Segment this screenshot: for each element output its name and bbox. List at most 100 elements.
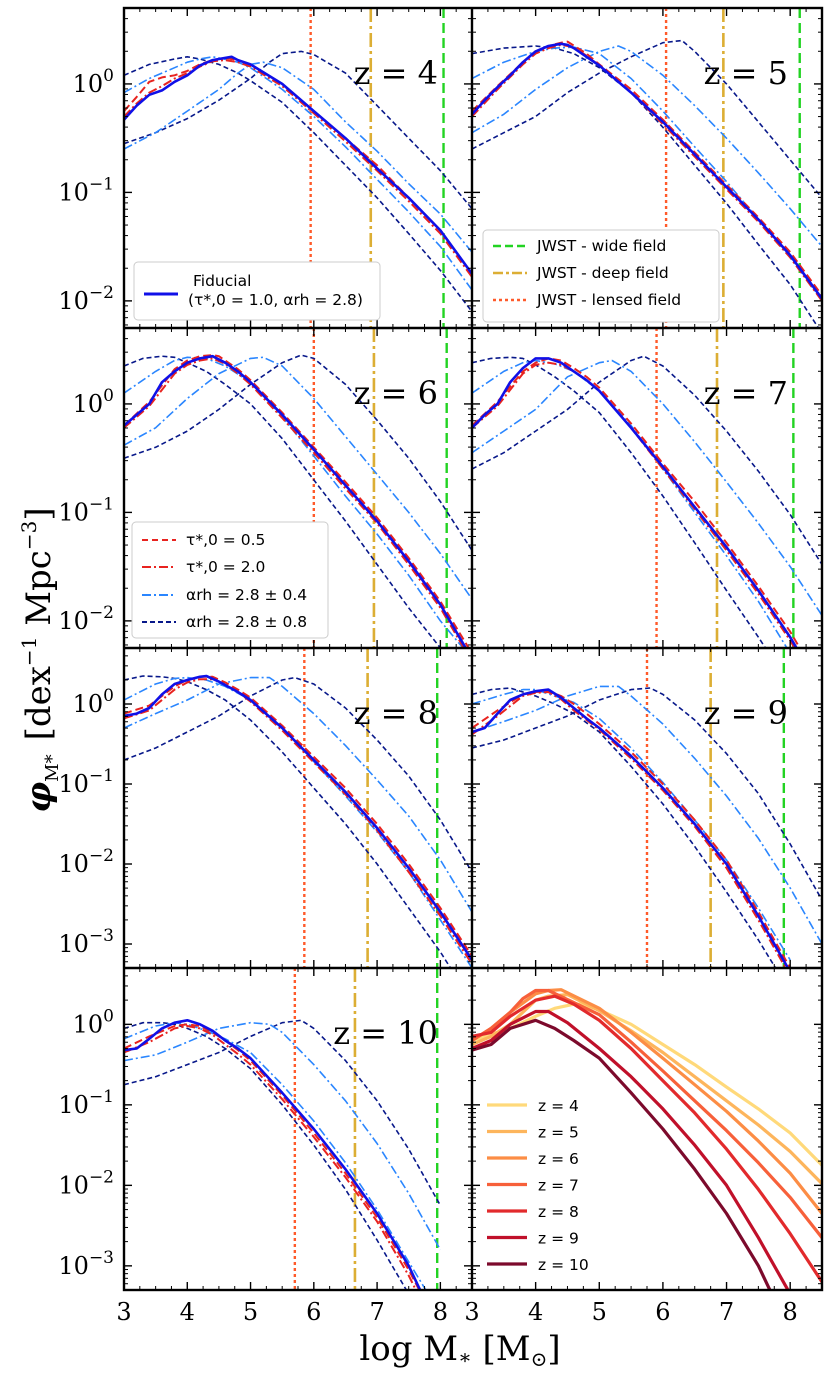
series-tau-high: [124, 1025, 417, 1290]
y-tick-label: 100: [73, 386, 114, 418]
series-alpha-04-b: [124, 1021, 442, 1251]
x-tick-label: 4: [528, 1298, 543, 1326]
legend-label: Fiducial: [193, 272, 251, 290]
y-tick-label: 10−1: [58, 1087, 114, 1119]
series-tau-high: [124, 357, 465, 648]
y-axis-unit-end: ]: [19, 507, 59, 520]
summary-series-z9: [472, 1009, 790, 1290]
series-tau-high: [472, 43, 822, 302]
series-tau-low: [472, 690, 792, 968]
y-tick-label: 10−2: [58, 283, 114, 315]
series-fiducial: [472, 357, 799, 648]
series-alpha-04-a: [124, 55, 472, 291]
series-tau-low: [472, 357, 801, 648]
y-tick-label: 10−2: [58, 603, 114, 635]
axis-ticks: 100 10−1 10−2: [58, 327, 473, 648]
series-alpha-04-b: [472, 685, 822, 945]
summary-series-z8: [472, 994, 822, 1283]
series-alpha-08-a: [472, 687, 777, 968]
x-tick-label: 3: [464, 1298, 479, 1326]
series-fiducial: [472, 688, 790, 968]
series-alpha-04-a: [472, 688, 791, 961]
x-tick-label: 4: [180, 1298, 195, 1326]
panel-redshift-label: z = 5: [704, 54, 788, 92]
x-tick-label: 6: [306, 1298, 321, 1326]
series-tau-low: [124, 56, 472, 275]
x-axis-text: log M: [359, 1329, 458, 1369]
series-alpha-08-b: [124, 50, 472, 210]
y-tick-label: 100: [73, 1006, 114, 1038]
summary-series-z10: [472, 1018, 772, 1290]
summary-legend-label: z = 9: [538, 1230, 579, 1248]
y-axis-unit-mid: Mpc: [19, 550, 59, 636]
x-tick-label: 7: [369, 1298, 384, 1326]
legend-box: [133, 261, 381, 321]
series-alpha-08-b: [472, 687, 822, 901]
y-tick-label: 10−2: [58, 846, 114, 878]
series-alpha-04-b: [124, 676, 472, 913]
panel-redshift-label: z = 8: [354, 694, 438, 732]
panel-6: z = 9: [471, 647, 823, 968]
series-alpha-08-a: [472, 356, 767, 648]
legend-box: [131, 521, 329, 639]
legend-label: JWST - wide field: [536, 237, 666, 255]
panel-7: 100 10−1 10−2 10−33 4 5 6 7 8 z = 10: [58, 967, 473, 1326]
y-axis-title: φM* [dex−1 Mpc−3]: [17, 507, 63, 812]
panel-redshift-label: z = 10: [333, 1014, 438, 1052]
x-axis-title: log M∗ [M⊙]: [359, 1329, 560, 1371]
series-alpha-04-b: [124, 356, 472, 600]
summary-legend-label: z = 6: [538, 1150, 579, 1168]
series-fiducial: [124, 674, 472, 961]
summary-legend-label: z = 7: [538, 1177, 579, 1195]
series-alpha-08-b: [472, 39, 822, 199]
axis-ticks: 3 4 5 6 7 8: [464, 967, 823, 1326]
y-tick-label: 100: [73, 66, 114, 98]
y-axis-symbol: φ: [19, 782, 59, 813]
panel-redshift-label: z = 9: [704, 694, 788, 732]
panel-frames: [122, 6, 824, 1292]
summary-series-z4: [472, 1002, 822, 1167]
summary-legend: z = 4 z = 5 z = 6 z = 7 z = 8 z = 9 z = 10: [487, 1097, 589, 1274]
panel-redshift-label: z = 7: [704, 374, 788, 412]
series-fiducial: [124, 55, 472, 275]
x-tick-label: 5: [592, 1298, 607, 1326]
series-fiducial: [472, 42, 822, 300]
series-fiducial: [124, 1018, 422, 1290]
series-alpha-08-b: [472, 355, 822, 565]
y-tick-label: 10−3: [58, 926, 114, 958]
series-tau-high: [124, 59, 472, 278]
series-alpha-04-a: [472, 359, 788, 648]
y-tick-label: 100: [73, 686, 114, 718]
x-tick-label: 6: [655, 1298, 670, 1326]
x-tick-label: 5: [243, 1298, 258, 1326]
axis-ticks: 100 10−1 10−2 10−3: [58, 647, 473, 968]
panel-3: 100 10−1 10−2 z = 6 τ*,0 = 0.5 τ*,0 = 2.0 αrh …: [58, 327, 473, 648]
legend-box: [482, 229, 720, 323]
series-alpha-08-a: [124, 1021, 408, 1290]
x-tick-label: 8: [783, 1298, 798, 1326]
panel-redshift-label: z = 4: [354, 54, 438, 92]
legend-label: JWST - deep field: [536, 264, 669, 282]
x-tick-label: 3: [116, 1298, 131, 1326]
y-tick-label: 10−1: [58, 766, 114, 798]
x-tick-label: 7: [719, 1298, 734, 1326]
series-alpha-08-a: [124, 355, 442, 648]
summary-legend-label: z = 10: [538, 1256, 589, 1274]
series-alpha-04-b: [472, 359, 822, 616]
series-alpha-08-a: [124, 675, 452, 968]
summary-legend-label: z = 8: [538, 1203, 579, 1221]
y-tick-label: 10−1: [58, 174, 114, 206]
y-tick-label: 10−3: [58, 1248, 114, 1280]
series-alpha-08-b: [124, 1019, 442, 1206]
x-axis-unit-close: ]: [547, 1329, 560, 1369]
summary-series-z7: [472, 988, 822, 1239]
y-axis-unit-exponent-2: −3: [17, 521, 41, 550]
panel-8: 3 4 5 6 7 8z = 4z = 5z = 6z = 7z = 8z = 9z = …: [464, 967, 823, 1326]
legend-label: αrh = 2.8 ± 0.4: [186, 586, 307, 604]
y-axis-symbol-subscript: M*: [42, 754, 63, 781]
summary-legend-label: z = 5: [538, 1124, 579, 1142]
legend: τ*,0 = 0.5 τ*,0 = 2.0 αrh = 2.8 ± 0.4 αrh =…: [131, 521, 329, 639]
axis-ticks: 100 10−1 10−2 10−33 4 5 6 7 8: [58, 967, 473, 1326]
